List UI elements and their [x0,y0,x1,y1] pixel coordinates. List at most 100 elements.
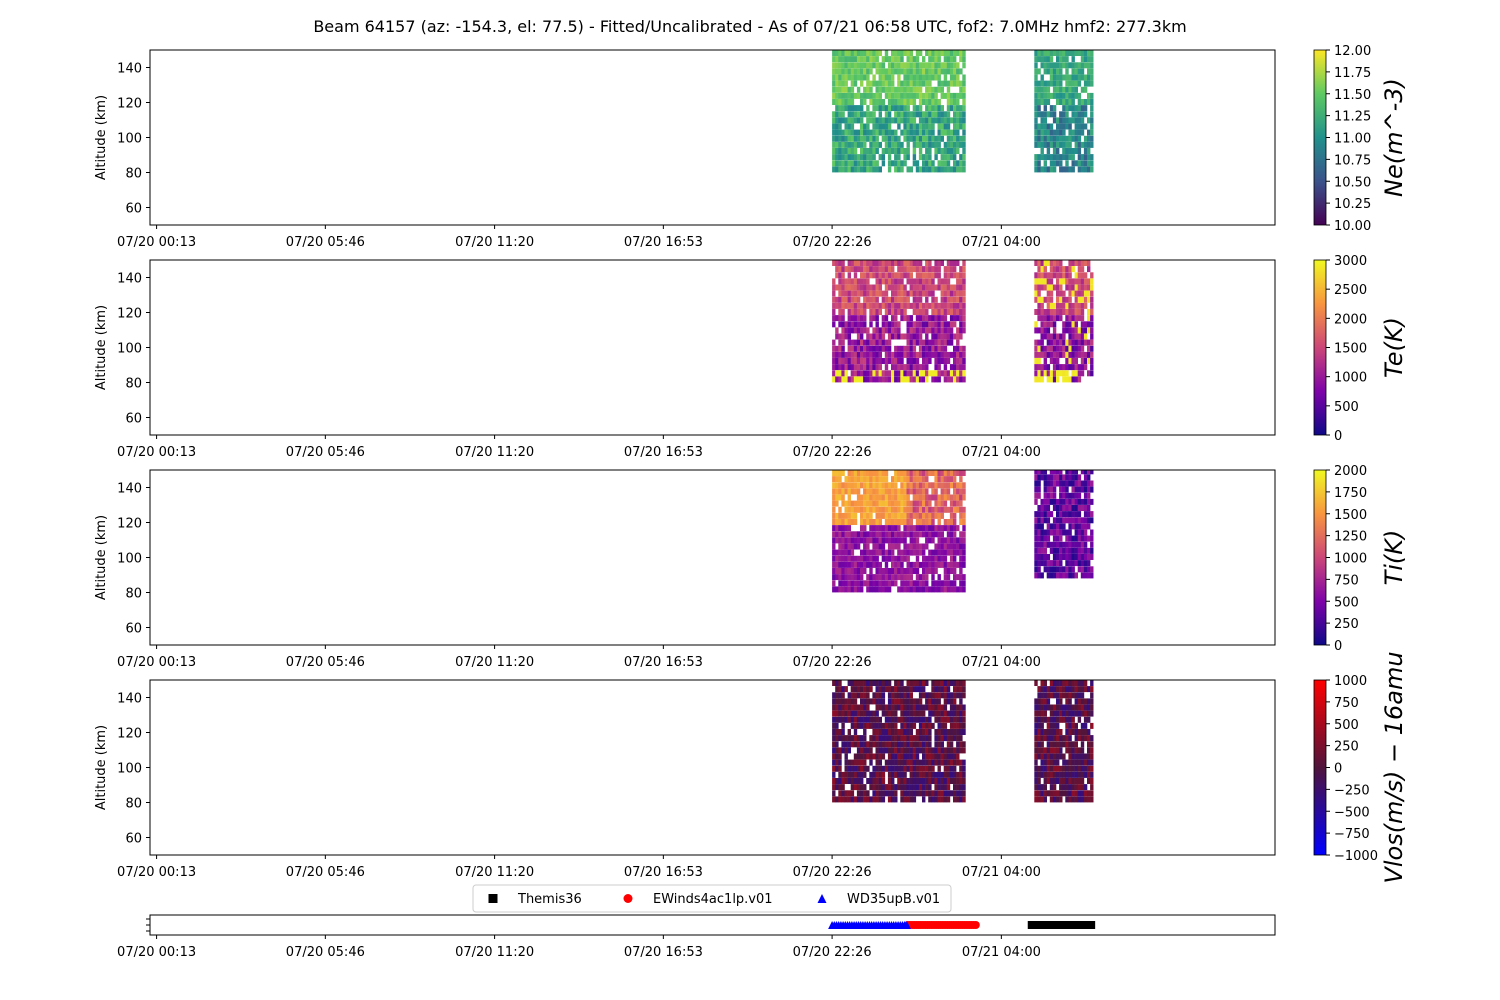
heatmap-cell [1087,474,1091,481]
heatmap-cell [937,494,941,501]
heatmap-cell [953,74,957,81]
heatmap-cell [850,105,855,112]
heatmap-cell [1052,272,1057,279]
heatmap-cell [1046,511,1051,518]
heatmap-cell [1040,741,1044,748]
heatmap-cell [1062,327,1066,334]
heatmap-cell [844,790,848,797]
heatmap-cell [922,512,926,519]
heatmap-cell [959,735,963,742]
heatmap-cell [860,790,864,797]
heatmap-cell [946,309,951,315]
heatmap-cell [878,68,882,75]
heatmap-cell [943,716,948,723]
heatmap-cell [937,470,941,476]
heatmap-cell [841,741,845,748]
heatmap-cell [934,315,938,322]
heatmap-cell [1062,99,1066,105]
heatmap-cell [922,586,926,593]
heatmap-cell [853,105,858,112]
heatmap-cell [878,272,882,279]
heatmap-cell [884,482,889,489]
heatmap-cell [946,543,951,550]
heatmap-cell [869,160,873,167]
heatmap-cell [937,574,941,581]
heatmap-cell [962,117,966,124]
heatmap-cell [1090,704,1094,711]
heatmap-cell [1074,62,1078,69]
heatmap-cell [1059,86,1063,93]
heatmap-cell [875,321,879,328]
heatmap-cell [900,266,904,273]
heatmap-cell [872,364,876,371]
heatmap-cell [1062,716,1066,723]
heatmap-cell [943,722,948,729]
heatmap-cell [1034,753,1038,760]
heatmap-cell [838,68,842,75]
heatmap-cell [1071,778,1075,784]
heatmap-cell [915,741,920,748]
heatmap-cell [832,351,836,358]
heatmap-cell [1083,765,1088,772]
heatmap-cell [949,525,954,532]
heatmap-cell [903,796,907,803]
heatmap-cell [850,549,855,556]
heatmap-cell [1043,129,1047,136]
heatmap-cell [841,309,845,315]
heatmap-cell [1071,704,1075,711]
heatmap-cell [1049,790,1054,797]
heatmap-cell [1083,686,1088,693]
heatmap-cell [835,561,839,568]
heatmap-cell [841,129,845,136]
heatmap-cell [931,333,935,340]
heatmap-cell [838,574,842,581]
heatmap-cell [1062,753,1066,760]
heatmap-cell [934,476,938,483]
heatmap-cell [850,111,855,118]
heatmap-cell [897,735,901,742]
heatmap-cell [1040,266,1044,273]
heatmap-cell [869,333,873,340]
heatmap-cell [906,512,910,519]
heatmap-cell [832,321,836,328]
heatmap-cell [1040,315,1044,322]
heatmap-cell [884,296,889,303]
heatmap-cell [853,574,858,581]
heatmap-cell [881,765,886,772]
heatmap-cell [940,148,944,154]
heatmap-cell [946,166,951,173]
heatmap-cell [856,62,861,69]
heatmap-cell [1037,529,1041,536]
heatmap-cell [1056,370,1060,377]
heatmap-cell [1049,345,1054,352]
heatmap-cell [872,74,876,81]
heatmap-cell [1043,753,1047,760]
heatmap-cell [1071,278,1075,285]
heatmap-cell [946,302,951,309]
heatmap-cell [866,531,870,538]
heatmap-cell [894,327,898,334]
heatmap-cell [878,488,882,495]
heatmap-cell [887,284,892,291]
heatmap-cell [1080,778,1085,784]
heatmap-cell [878,778,882,784]
heatmap-cell [1049,486,1054,493]
heatmap-cell [884,345,889,352]
heatmap-cell [922,309,926,315]
heatmap-cell [850,364,855,371]
heatmap-cell [1056,272,1060,279]
heatmap-cell [956,735,960,742]
heatmap-cell [956,753,960,760]
heatmap-cell [853,117,858,124]
heatmap-cell [925,784,929,791]
heatmap-cell [1043,99,1047,105]
heatmap-cell [900,345,904,352]
heatmap-cell [869,62,873,69]
x-tick-label: 07/20 05:46 [286,655,365,670]
heatmap-cell [866,327,870,334]
heatmap-cell [900,519,904,525]
heatmap-cell [946,680,951,686]
heatmap-cell [881,747,886,754]
heatmap-cell [832,778,836,784]
heatmap-cell [1065,166,1069,173]
